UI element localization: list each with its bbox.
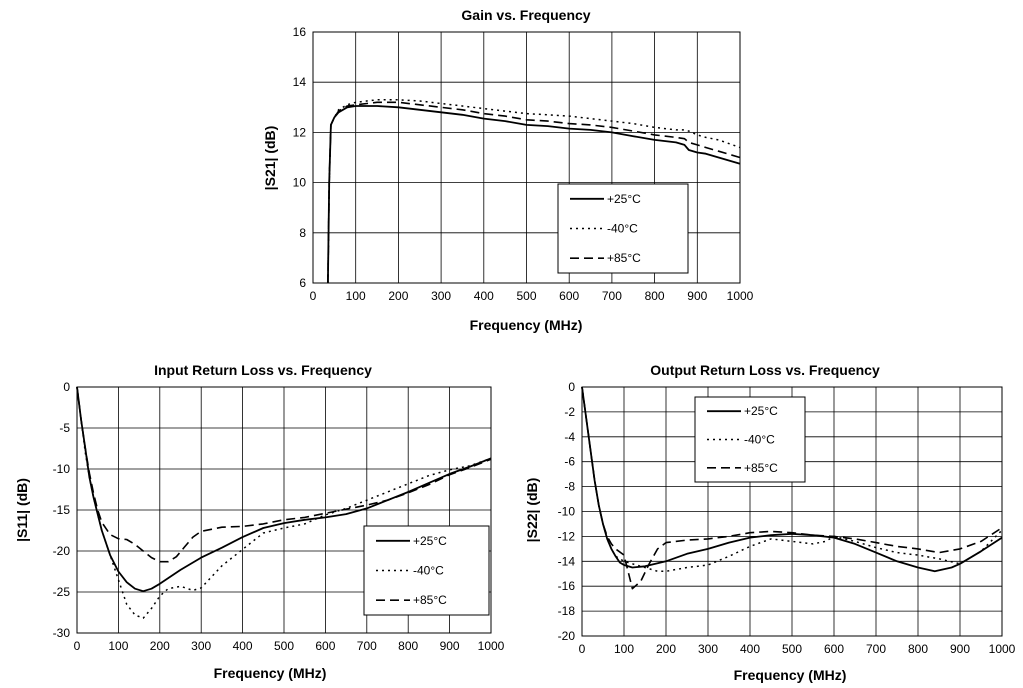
x-tick-label: 500 bbox=[516, 289, 536, 303]
x-tick-label: 700 bbox=[602, 289, 622, 303]
chart-title: Output Return Loss vs. Frequency bbox=[650, 362, 880, 378]
y-tick-label: -8 bbox=[564, 480, 575, 494]
plot-area-frame bbox=[76, 386, 492, 634]
x-tick-label: 1000 bbox=[989, 642, 1016, 656]
y-tick-label: -6 bbox=[564, 455, 575, 469]
legend: +25°C -40°C +85°C bbox=[363, 525, 490, 616]
x-tick-label: 200 bbox=[388, 289, 408, 303]
legend-label: +85°C bbox=[744, 461, 778, 475]
legend-label: +25°C bbox=[607, 192, 641, 206]
x-tick-label: 900 bbox=[950, 642, 970, 656]
x-tick-label: 400 bbox=[740, 642, 760, 656]
x-tick-label: 1000 bbox=[727, 289, 754, 303]
y-tick-label: 6 bbox=[299, 276, 306, 290]
legend: +25°C -40°C +85°C bbox=[694, 396, 806, 483]
x-tick-label: 800 bbox=[908, 642, 928, 656]
x-tick-label: 600 bbox=[824, 642, 844, 656]
x-tick-label: 400 bbox=[474, 289, 494, 303]
y-tick-label: -2 bbox=[564, 405, 575, 419]
x-tick-label: 800 bbox=[398, 639, 418, 653]
y-tick-label: 16 bbox=[293, 25, 307, 39]
legend-label: +25°C bbox=[413, 534, 447, 548]
y-tick-label: -14 bbox=[558, 554, 576, 568]
y-tick-label: -12 bbox=[558, 529, 576, 543]
x-axis-label: Frequency (MHz) bbox=[470, 317, 583, 333]
x-tick-label: 100 bbox=[108, 639, 128, 653]
x-tick-label: 1000 bbox=[478, 639, 505, 653]
x-tick-label: 100 bbox=[614, 642, 634, 656]
s22-chart: 0 100 200 300 400 500 600 700 800 900 1000-20-18-1… bbox=[524, 362, 1016, 683]
x-tick-label: 700 bbox=[866, 642, 886, 656]
y-tick-label: -16 bbox=[558, 579, 576, 593]
legend-label: -40°C bbox=[607, 222, 638, 236]
y-tick-label: -15 bbox=[53, 503, 71, 517]
x-tick-label: 300 bbox=[431, 289, 451, 303]
x-tick-label: 900 bbox=[440, 639, 460, 653]
plot-area-frame bbox=[312, 31, 741, 284]
y-tick-label: -20 bbox=[558, 629, 576, 643]
y-tick-label: -18 bbox=[558, 604, 576, 618]
series-line-dashed bbox=[76, 386, 492, 563]
x-axis-label: Frequency (MHz) bbox=[214, 665, 327, 681]
y-axis-label: |S22| (dB) bbox=[524, 478, 540, 543]
y-tick-label: -10 bbox=[558, 505, 576, 519]
x-tick-label: 300 bbox=[698, 642, 718, 656]
x-tick-label: 600 bbox=[559, 289, 579, 303]
x-tick-label: 800 bbox=[645, 289, 665, 303]
y-axis-label: |S21| (dB) bbox=[262, 126, 278, 191]
x-tick-label: 0 bbox=[310, 289, 317, 303]
legend-label: +25°C bbox=[744, 404, 778, 418]
series-line-dotted bbox=[327, 99, 741, 284]
x-tick-label: 500 bbox=[274, 639, 294, 653]
plot-area-frame bbox=[581, 386, 1003, 637]
y-axis-label: |S11| (dB) bbox=[14, 478, 30, 542]
x-tick-label: 600 bbox=[315, 639, 335, 653]
legend: +25°C -40°C +85°C bbox=[557, 183, 689, 274]
y-tick-label: 0 bbox=[568, 380, 575, 394]
x-tick-label: 300 bbox=[191, 639, 211, 653]
x-tick-label: 0 bbox=[579, 642, 586, 656]
x-tick-label: 200 bbox=[656, 642, 676, 656]
y-tick-label: 0 bbox=[63, 380, 70, 394]
y-tick-label: 10 bbox=[293, 176, 307, 190]
y-tick-label: -10 bbox=[53, 462, 71, 476]
x-tick-label: 500 bbox=[782, 642, 802, 656]
legend-label: -40°C bbox=[413, 564, 444, 578]
x-tick-label: 200 bbox=[150, 639, 170, 653]
y-tick-label: -4 bbox=[564, 430, 575, 444]
x-tick-label: 900 bbox=[687, 289, 707, 303]
y-tick-label: 12 bbox=[293, 125, 307, 139]
series-line-dashed bbox=[327, 101, 741, 284]
series-line-dotted bbox=[581, 386, 1003, 573]
x-axis-label: Frequency (MHz) bbox=[734, 667, 847, 683]
legend-label: +85°C bbox=[413, 593, 447, 607]
y-tick-label: 14 bbox=[293, 75, 307, 89]
s11-chart: 0 100 200 300 400 500 600 700 800 900 1000 -30 -25 -2… bbox=[14, 362, 505, 681]
chart-title: Gain vs. Frequency bbox=[461, 7, 590, 23]
legend-label: +85°C bbox=[607, 251, 641, 265]
x-tick-label: 0 bbox=[74, 639, 81, 653]
series-line-dotted bbox=[76, 386, 492, 619]
x-tick-label: 700 bbox=[357, 639, 377, 653]
y-tick-label: -30 bbox=[53, 626, 71, 640]
legend-label: -40°C bbox=[744, 433, 775, 447]
y-tick-label: -25 bbox=[53, 585, 71, 599]
y-tick-label: -5 bbox=[59, 421, 70, 435]
series-line-solid bbox=[327, 105, 741, 284]
x-tick-label: 100 bbox=[346, 289, 366, 303]
y-tick-label: -20 bbox=[53, 544, 71, 558]
chart-title: Input Return Loss vs. Frequency bbox=[154, 362, 372, 378]
y-tick-label: 8 bbox=[299, 226, 306, 240]
x-tick-label: 400 bbox=[233, 639, 253, 653]
gain-chart: 0 100 200 300 400 500 600 700 800 900 1000 6 8 10 12 14… bbox=[262, 7, 754, 333]
